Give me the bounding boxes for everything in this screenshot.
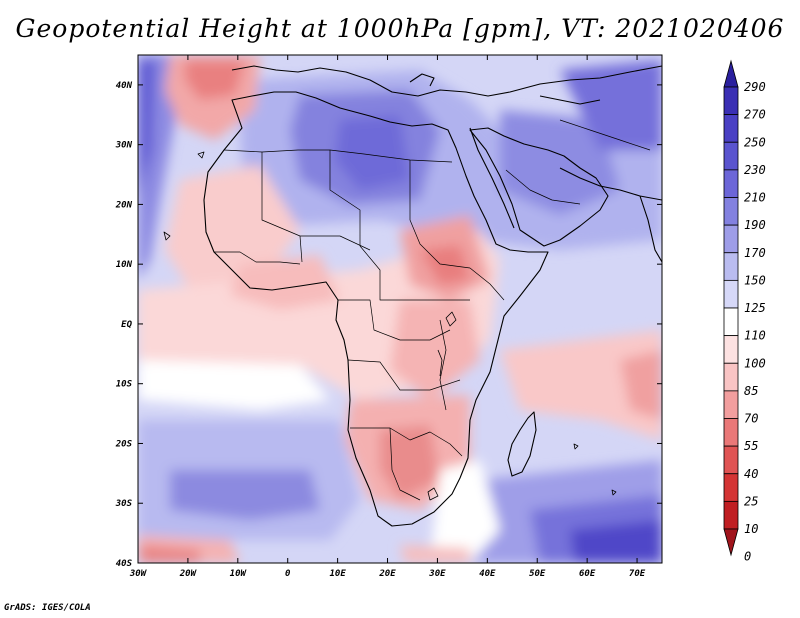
- map-title: Geopotential Height at 1000hPa [gpm], VT…: [15, 14, 785, 43]
- colorbar-segment: [723, 224, 739, 254]
- colorbar-segment: [723, 500, 739, 530]
- lat-tick-label: 10S: [116, 380, 133, 390]
- lat-tick-label: 40N: [116, 81, 133, 91]
- latitude-axis: 40N 30N 20N 10N EQ 10S 20S 30S 40S: [115, 81, 662, 569]
- colorbar-label: 270: [744, 108, 766, 122]
- map-panel: 30W 20W 10W 0 10E 20E 30E 40E 50E 60E 70E 40N 30N 20…: [115, 54, 766, 579]
- lat-tick-label: 30N: [115, 141, 133, 151]
- colorbar-top-arrow: [723, 59, 739, 88]
- colorbar-segment: [723, 279, 739, 309]
- colorbar-label: 125: [744, 301, 766, 315]
- colorbar-label: 210: [744, 191, 766, 205]
- lon-tick-label: 70E: [629, 569, 646, 579]
- lat-tick-label: EQ: [121, 320, 132, 330]
- lat-tick-label: 30S: [115, 499, 133, 509]
- colorbar-segment: [723, 197, 739, 226]
- colorbar-label: 110: [744, 329, 766, 343]
- lon-tick-label: 40E: [479, 569, 496, 579]
- lon-tick-label: 20E: [378, 569, 396, 579]
- colorbar-segment: [723, 362, 739, 392]
- colorbar-segment: [723, 114, 739, 143]
- colorbar-segment: [723, 86, 739, 116]
- field-shading: [138, 55, 662, 563]
- colorbar-segment: [723, 307, 739, 337]
- colorbar: 2902702502302101901701501251101008570554…: [723, 59, 766, 564]
- colorbar-label: 230: [744, 163, 766, 177]
- colorbar-bottom-arrow: [723, 528, 739, 557]
- colorbar-label: 170: [744, 246, 766, 260]
- colorbar-segment: [723, 390, 739, 419]
- lon-tick-label: 10W: [230, 569, 248, 579]
- grads-credit: GrADS: IGES/COLA: [4, 603, 91, 613]
- lon-tick-label: 30E: [428, 569, 446, 579]
- longitude-axis: 30W 20W 10W 0 10E 20E 30E 40E 50E 60E 70E: [129, 55, 646, 579]
- colorbar-label: 55: [744, 439, 758, 453]
- colorbar-label: 10: [744, 522, 758, 536]
- lat-tick-label: 10N: [116, 260, 133, 270]
- lat-tick-label: 20S: [115, 439, 133, 449]
- colorbar-label: 0: [744, 550, 751, 564]
- colorbar-label: 250: [744, 135, 766, 149]
- lat-tick-label: 40S: [116, 559, 133, 569]
- colorbar-segment: [723, 418, 739, 447]
- colorbar-label: 25: [744, 494, 758, 508]
- colorbar-label: 40: [744, 467, 758, 481]
- colorbar-segment: [723, 252, 739, 281]
- lon-tick-label: 20W: [179, 569, 198, 579]
- colorbar-label: 100: [744, 356, 766, 370]
- lon-tick-label: 10E: [329, 569, 346, 579]
- colorbar-segment: [723, 141, 739, 171]
- coastlines: [163, 65, 662, 527]
- colorbar-segment: [723, 335, 739, 364]
- lon-tick-label: 50E: [529, 569, 546, 579]
- lat-tick-label: 20N: [115, 200, 133, 210]
- colorbar-label: 150: [744, 273, 766, 287]
- colorbar-label: 190: [744, 218, 766, 232]
- colorbar-segment: [723, 473, 739, 502]
- map-frame: [137, 54, 663, 564]
- lon-tick-label: 30W: [129, 569, 148, 579]
- colorbar-label: 85: [744, 384, 758, 398]
- colorbar-label: 70: [744, 412, 758, 426]
- lon-tick-label: 60E: [579, 569, 596, 579]
- lon-tick-label: 0: [285, 569, 291, 579]
- colorbar-label: 290: [744, 80, 766, 94]
- colorbar-segment: [723, 445, 739, 475]
- colorbar-segment: [723, 169, 739, 198]
